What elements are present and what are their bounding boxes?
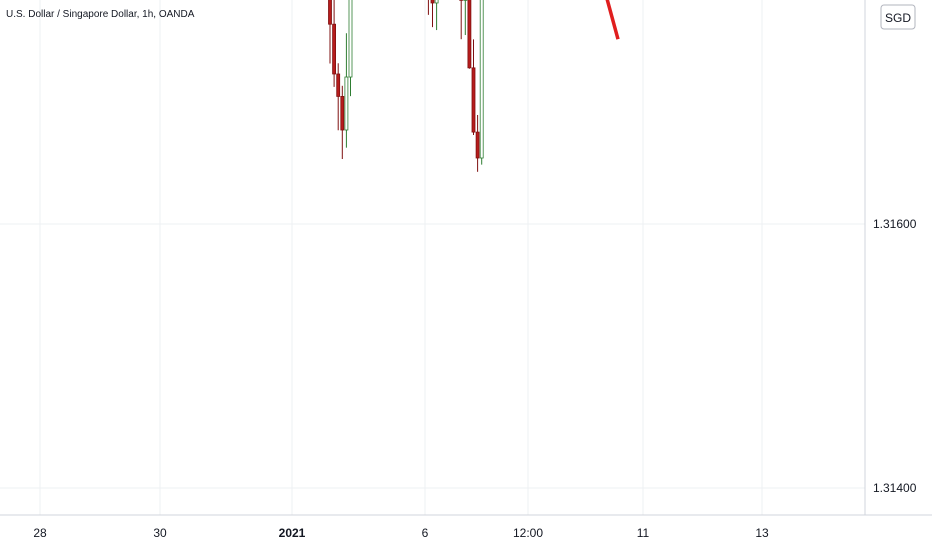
candle-body	[471, 67, 476, 133]
candle-body	[344, 76, 349, 131]
candle-body	[332, 23, 337, 75]
x-tick-label: 30	[153, 526, 167, 540]
x-tick-label: 13	[755, 526, 769, 540]
y-tick-label: 1.31400	[873, 481, 917, 495]
y-tick-label: 1.31600	[873, 217, 917, 231]
x-tick-label: 28	[33, 526, 47, 540]
x-tick-label: 12:00	[513, 526, 543, 540]
candle-body	[479, 0, 484, 159]
candle-body	[475, 131, 480, 159]
price-axis[interactable]: 1.314001.316001.318001.320001.322001.324…	[864, 0, 932, 515]
x-tick-label: 2021	[279, 526, 306, 540]
candle-body	[434, 0, 439, 4]
candle-body	[348, 0, 353, 78]
candles[interactable]	[1, 0, 709, 172]
candle-body	[467, 0, 472, 69]
x-tick-label: 11	[637, 526, 650, 540]
grid-lines	[0, 0, 865, 515]
candle-body	[336, 73, 341, 97]
candle-body	[328, 0, 332, 25]
currency-button[interactable]: SGD	[880, 4, 916, 30]
candle-body	[340, 96, 345, 131]
time-axis[interactable]: 28 30 2021 6 12:00 11 13	[0, 514, 932, 540]
chart-title: U.S. Dollar / Singapore Dollar, 1h, OAND…	[6, 9, 195, 20]
x-tick-label: 6	[422, 526, 429, 540]
candle-body	[430, 0, 435, 4]
currency-label: SGD	[885, 11, 911, 25]
